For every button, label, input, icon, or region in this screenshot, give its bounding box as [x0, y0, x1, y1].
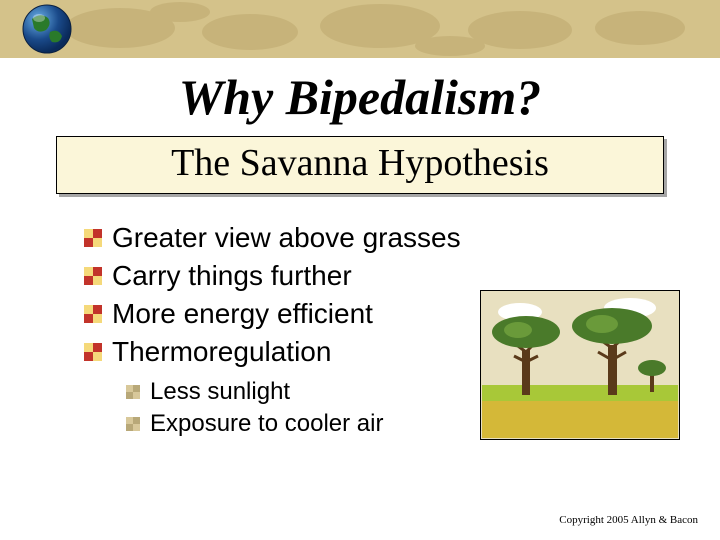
diamond-bullet-icon — [84, 267, 102, 285]
copyright-text: Copyright 2005 Allyn & Bacon — [559, 514, 698, 526]
bullet-text: Carry things further — [112, 260, 352, 292]
sub-bullet-text: Less sunlight — [150, 378, 290, 406]
bullet-text: More energy efficient — [112, 298, 373, 330]
diamond-bullet-icon — [84, 229, 102, 247]
sub-bullet-text: Exposure to cooler air — [150, 410, 383, 438]
bullet-text: Thermoregulation — [112, 336, 331, 368]
subtitle-box: The Savanna Hypothesis — [56, 136, 664, 194]
list-item: Carry things further — [84, 260, 720, 292]
diamond-bullet-icon — [84, 343, 102, 361]
bullet-text: Greater view above grasses — [112, 222, 461, 254]
diamond-bullet-icon — [126, 385, 140, 399]
diamond-bullet-icon — [126, 417, 140, 431]
globe-icon — [22, 4, 72, 54]
slide-subtitle: The Savanna Hypothesis — [65, 141, 655, 185]
slide-title: Why Bipedalism? — [0, 68, 720, 126]
world-map-bg — [0, 0, 720, 58]
header-banner — [0, 0, 720, 58]
diamond-bullet-icon — [84, 305, 102, 323]
list-item: Greater view above grasses — [84, 222, 720, 254]
savanna-illustration — [480, 290, 680, 440]
